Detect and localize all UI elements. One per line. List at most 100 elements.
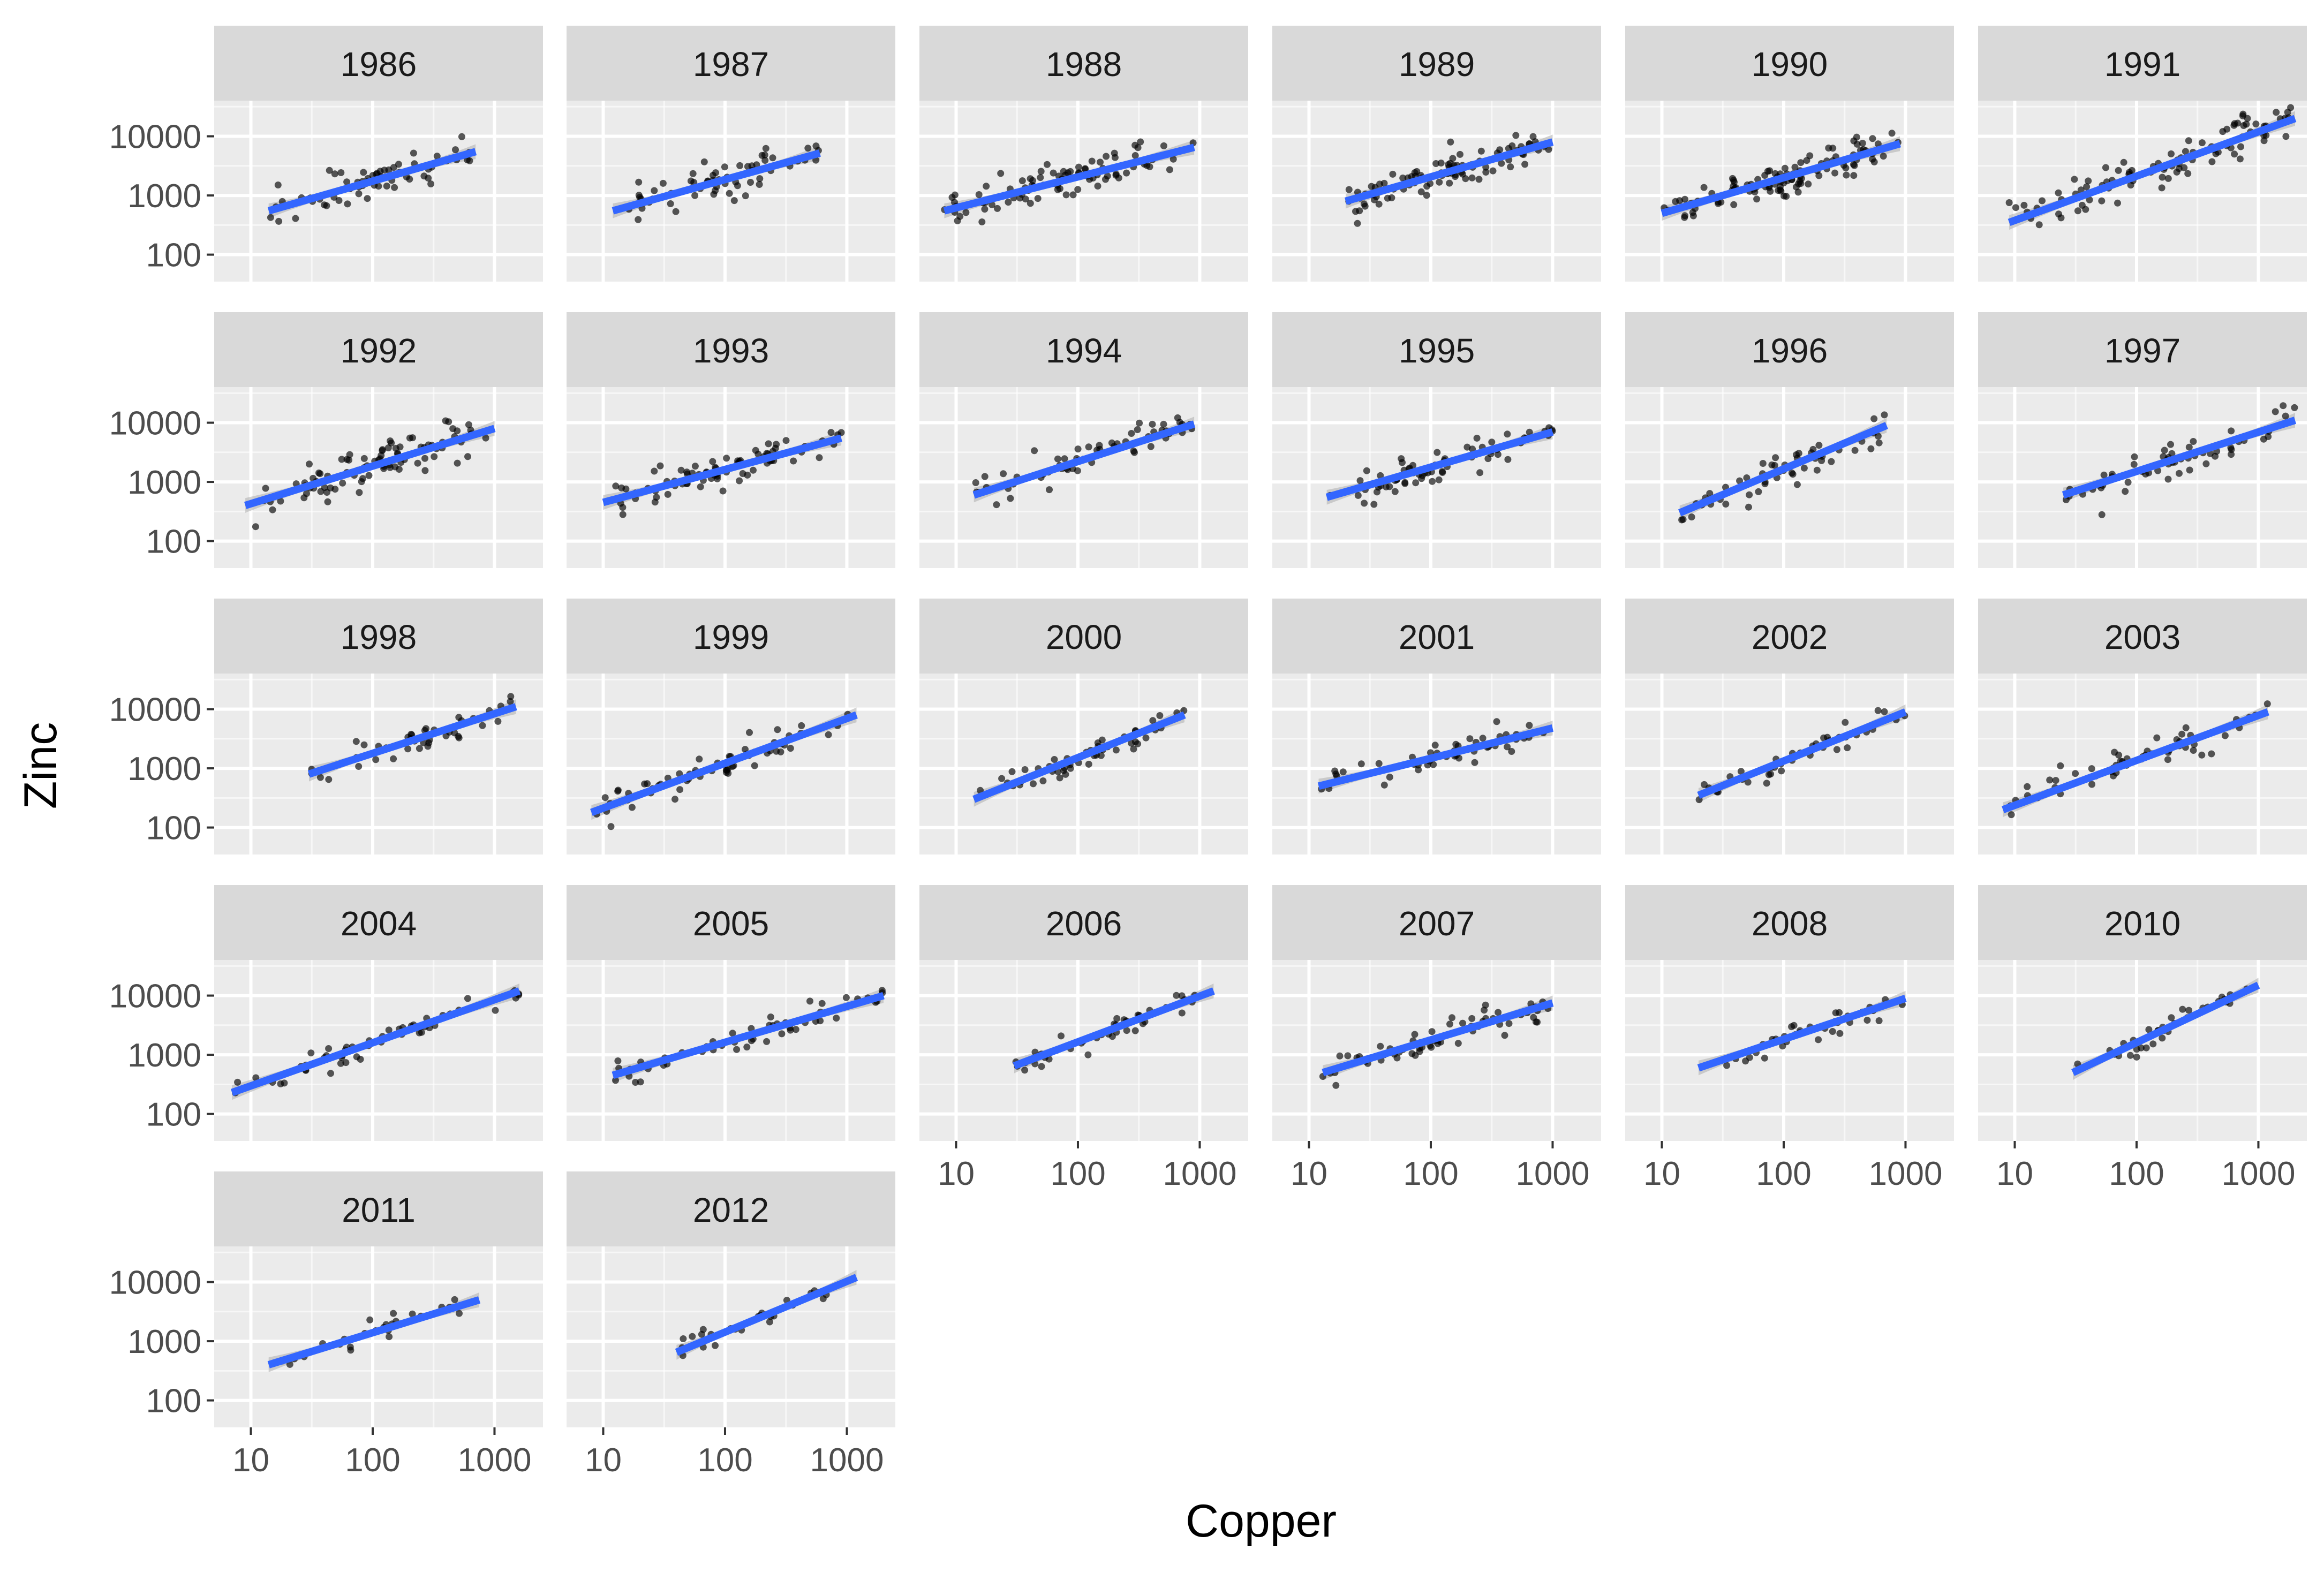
data-point <box>507 698 514 705</box>
facet-panel-2008: 2008 10 100 1000 <box>1625 885 1954 1192</box>
data-point <box>1149 420 1156 428</box>
data-point <box>817 1017 824 1025</box>
data-point <box>1476 469 1484 477</box>
data-point <box>983 183 990 190</box>
data-point <box>1374 488 1380 496</box>
data-point <box>1051 756 1058 763</box>
data-point <box>2184 170 2192 177</box>
facet-strip <box>567 885 895 960</box>
data-point <box>733 1046 741 1053</box>
data-point <box>1104 172 1111 180</box>
facet-strip-label: 2007 <box>1399 904 1475 943</box>
data-point <box>1863 1017 1871 1024</box>
data-point <box>612 482 620 490</box>
facet-strip <box>567 1171 895 1246</box>
data-point <box>1836 1009 1843 1016</box>
data-point <box>2057 762 2064 769</box>
data-point <box>978 218 986 225</box>
data-point <box>1829 1028 1836 1035</box>
data-point <box>1794 188 1802 196</box>
data-point <box>637 1078 644 1086</box>
facet-panel-2005: 2005 <box>567 885 895 1141</box>
data-point <box>954 217 961 224</box>
data-point <box>2085 177 2092 185</box>
data-point <box>2223 125 2231 133</box>
data-point <box>2126 1052 2134 1059</box>
data-point <box>1039 777 1047 784</box>
data-point <box>1869 135 1876 142</box>
data-point <box>1881 411 1888 419</box>
facet-strip-label: 1989 <box>1399 45 1475 84</box>
data-point <box>2265 433 2272 440</box>
data-point <box>1743 474 1750 481</box>
data-point <box>1447 138 1454 146</box>
data-point <box>1800 464 1808 472</box>
data-point <box>344 200 351 208</box>
data-point <box>452 146 459 154</box>
data-point <box>1781 164 1789 172</box>
facet-panel-2012: 2012 10 100 1000 <box>567 1171 895 1479</box>
data-point <box>2008 811 2015 819</box>
y-tick-label: 100 <box>146 1096 201 1133</box>
data-point <box>1360 200 1368 208</box>
data-point <box>1831 169 1839 177</box>
facet-panel-1995: 1995 <box>1272 312 1601 568</box>
data-point <box>1173 992 1180 999</box>
data-point <box>1336 1052 1344 1060</box>
data-point <box>2161 447 2168 454</box>
data-point <box>366 1316 374 1324</box>
data-point <box>659 179 667 187</box>
data-point <box>994 205 1001 212</box>
data-point <box>1423 183 1431 190</box>
data-point <box>1050 169 1057 177</box>
facet-strip <box>1978 599 2307 674</box>
data-point <box>384 444 392 451</box>
data-point <box>975 191 983 198</box>
data-point <box>1112 170 1120 178</box>
data-point <box>1062 770 1069 778</box>
data-point <box>2260 137 2268 145</box>
data-point <box>767 1014 774 1020</box>
facet-panel-1998: 1998 100 1000 10000 <box>109 599 543 854</box>
data-point <box>2198 751 2206 759</box>
data-point <box>1437 160 1445 167</box>
data-point <box>307 1049 315 1057</box>
data-point <box>691 192 699 199</box>
panels-layer: 1986 100 1000 10000 1987 1988 1989 1990 1991 1992… <box>109 26 2307 1479</box>
data-point <box>1730 201 1738 208</box>
data-point <box>1689 212 1697 220</box>
data-point <box>2185 1007 2193 1014</box>
data-point <box>1505 1020 1513 1027</box>
data-point <box>385 1026 393 1034</box>
data-point <box>1722 501 1730 508</box>
data-point <box>1088 157 1096 165</box>
x-tick-label: 1000 <box>1869 1155 1943 1192</box>
data-point <box>747 179 754 186</box>
facet-panel-2010: 2010 10 100 1000 <box>1978 885 2307 1192</box>
x-axis-title: Copper <box>1186 1495 1337 1547</box>
data-point <box>2131 453 2138 460</box>
data-point <box>1853 133 1860 141</box>
fit-line <box>2002 708 2269 813</box>
data-point <box>1867 445 1875 452</box>
data-point <box>391 184 398 191</box>
data-point <box>1412 479 1420 487</box>
facet-strip <box>1625 312 1954 387</box>
data-point <box>383 183 390 190</box>
data-point <box>699 1326 707 1333</box>
data-point <box>756 175 764 183</box>
data-point <box>712 169 719 177</box>
y-tick-label: 100 <box>146 524 201 561</box>
data-point <box>750 466 757 474</box>
fit-line <box>675 1274 858 1356</box>
panel-background <box>214 960 543 1141</box>
data-point <box>2039 197 2046 205</box>
facet-strip-label: 1996 <box>1752 331 1828 370</box>
data-point <box>454 427 461 435</box>
data-point <box>1354 491 1362 499</box>
y-tick-label: 100 <box>146 237 201 274</box>
data-point <box>360 169 367 176</box>
data-point <box>2115 167 2122 174</box>
data-point <box>1380 179 1388 187</box>
data-point <box>1761 172 1769 179</box>
